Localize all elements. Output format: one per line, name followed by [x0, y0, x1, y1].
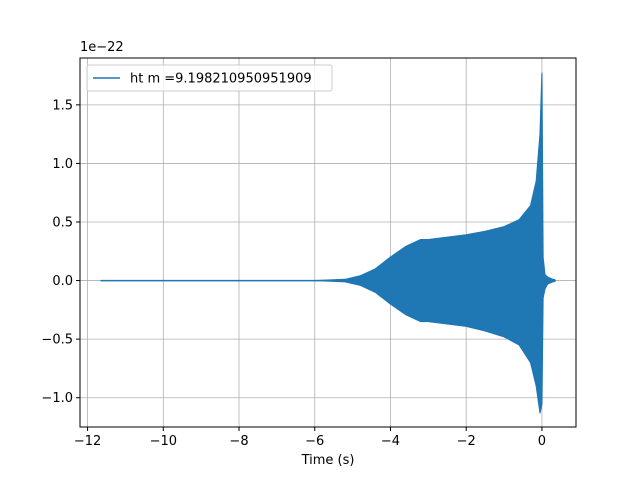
legend-box — [86, 64, 333, 92]
x-axis-label: Time (s) — [301, 453, 355, 468]
x-tick-label: −4 — [381, 434, 400, 449]
series-layer — [100, 72, 556, 414]
x-tick-label: −2 — [457, 434, 476, 449]
y-tick-label: 1.5 — [52, 98, 73, 113]
legend-label: ht m =9.198210950951909 — [130, 72, 312, 87]
x-axis: −12 −10 −8 −6 −4 −2 0 — [74, 427, 546, 449]
y-tick-label: 1.0 — [52, 157, 73, 172]
x-tick-label: −8 — [229, 434, 248, 449]
series-waveform — [100, 72, 556, 414]
y-axis-multiplier: 1e−22 — [80, 40, 124, 55]
x-tick-label: −12 — [74, 434, 101, 449]
y-tick-label: 0.0 — [52, 274, 73, 289]
x-tick-label: 0 — [538, 434, 546, 449]
x-tick-label: −10 — [150, 434, 177, 449]
plot-frame — [79, 57, 577, 428]
y-tick-label: −1.0 — [41, 391, 73, 406]
legend: ht m =9.198210950951909 — [86, 64, 333, 92]
y-tick-label: −0.5 — [41, 333, 73, 348]
y-tick-label: 0.5 — [52, 216, 73, 231]
x-tick-label: −6 — [305, 434, 324, 449]
y-axis: −1.0 −0.5 0.0 0.5 1.0 1.5 — [41, 98, 80, 406]
